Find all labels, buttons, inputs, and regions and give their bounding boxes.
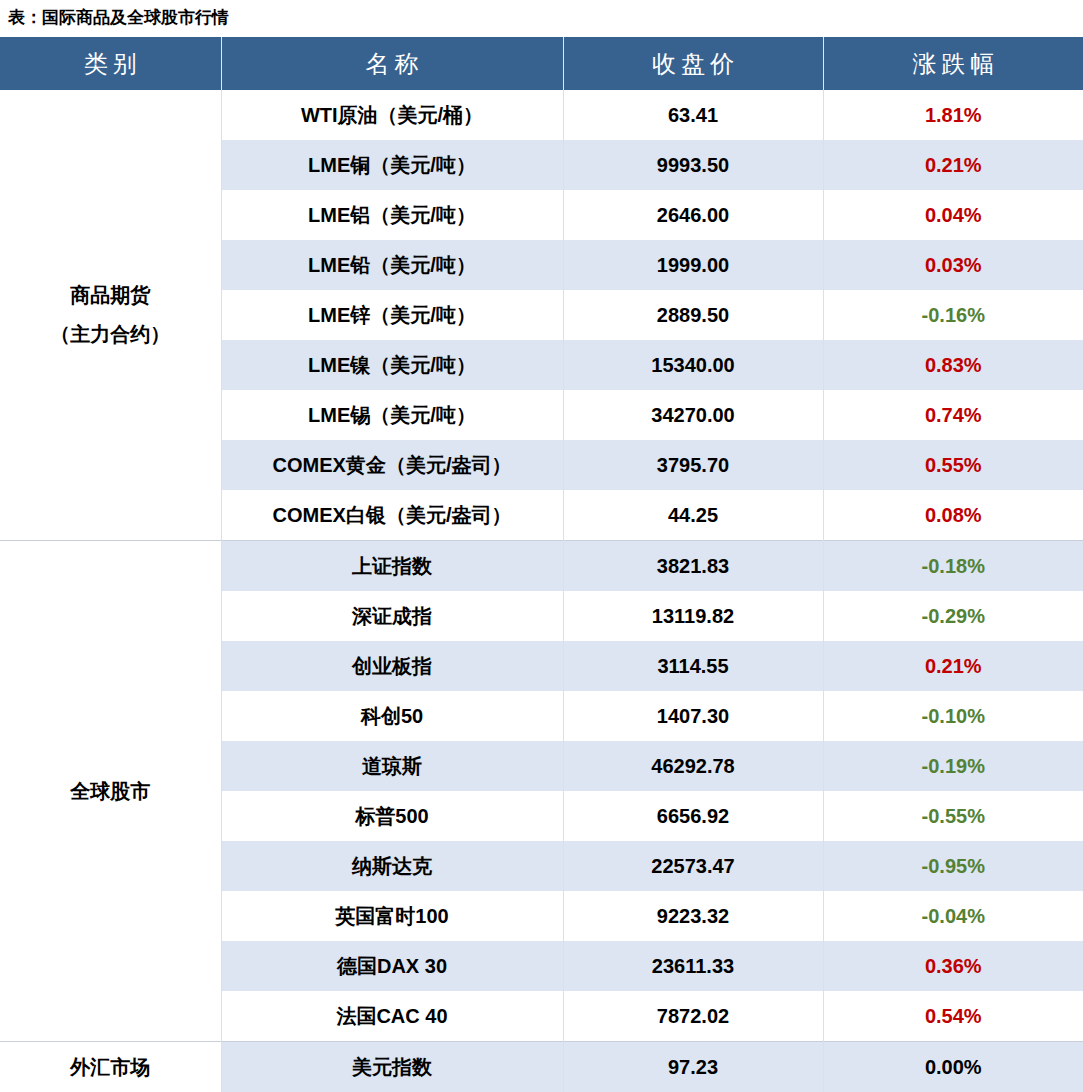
table-row: 商品期货（主力合约）WTI原油（美元/桶）63.411.81% — [0, 90, 1083, 140]
name-cell: LME铝（美元/吨） — [221, 190, 563, 240]
change-cell: -0.10% — [823, 691, 1083, 741]
name-cell: LME铅（美元/吨） — [221, 240, 563, 290]
category-label: 外汇市场 — [1, 1048, 220, 1087]
close-cell: 34270.00 — [563, 390, 823, 440]
close-cell: 3821.83 — [563, 541, 823, 592]
name-cell: 道琼斯 — [221, 741, 563, 791]
change-cell: 0.55% — [823, 440, 1083, 490]
close-cell: 3114.55 — [563, 641, 823, 691]
close-cell: 22573.47 — [563, 841, 823, 891]
name-cell: 科创50 — [221, 691, 563, 741]
name-cell: 德国DAX 30 — [221, 941, 563, 991]
close-cell: 13119.82 — [563, 591, 823, 641]
table-row: 外汇市场美元指数97.230.00% — [0, 1042, 1083, 1092]
close-cell: 9223.32 — [563, 891, 823, 941]
close-cell: 9993.50 — [563, 140, 823, 190]
change-cell: 1.81% — [823, 90, 1083, 140]
close-cell: 6656.92 — [563, 791, 823, 841]
close-cell: 44.25 — [563, 490, 823, 541]
change-cell: 0.08% — [823, 490, 1083, 541]
name-cell: LME镍（美元/吨） — [221, 340, 563, 390]
category-label: 全球股市 — [1, 772, 220, 811]
change-cell: -0.29% — [823, 591, 1083, 641]
change-cell: -0.55% — [823, 791, 1083, 841]
table-body: 商品期货（主力合约）WTI原油（美元/桶）63.411.81%LME铜（美元/吨… — [0, 90, 1083, 1092]
name-cell: LME铜（美元/吨） — [221, 140, 563, 190]
name-cell: COMEX白银（美元/盎司） — [221, 490, 563, 541]
name-cell: 纳斯达克 — [221, 841, 563, 891]
change-cell: -0.95% — [823, 841, 1083, 891]
header-category: 类别 — [0, 37, 221, 90]
header-row: 类别 名称 收盘价 涨跌幅 — [0, 37, 1083, 90]
close-cell: 2889.50 — [563, 290, 823, 340]
change-cell: 0.54% — [823, 991, 1083, 1042]
change-cell: -0.04% — [823, 891, 1083, 941]
close-cell: 63.41 — [563, 90, 823, 140]
name-cell: 上证指数 — [221, 541, 563, 592]
change-cell: 0.74% — [823, 390, 1083, 440]
category-cell: 全球股市 — [0, 541, 221, 1042]
close-cell: 46292.78 — [563, 741, 823, 791]
name-cell: WTI原油（美元/桶） — [221, 90, 563, 140]
category-label: 商品期货 — [1, 276, 220, 315]
close-cell: 7872.02 — [563, 991, 823, 1042]
change-cell: 0.36% — [823, 941, 1083, 991]
close-cell: 1407.30 — [563, 691, 823, 741]
change-cell: 0.21% — [823, 140, 1083, 190]
change-cell: 0.83% — [823, 340, 1083, 390]
close-cell: 97.23 — [563, 1042, 823, 1092]
name-cell: COMEX黄金（美元/盎司） — [221, 440, 563, 490]
table-header: 类别 名称 收盘价 涨跌幅 — [0, 37, 1083, 90]
change-cell: -0.18% — [823, 541, 1083, 592]
change-cell: 0.00% — [823, 1042, 1083, 1092]
change-cell: -0.16% — [823, 290, 1083, 340]
header-change: 涨跌幅 — [823, 37, 1083, 90]
change-cell: 0.04% — [823, 190, 1083, 240]
close-cell: 23611.33 — [563, 941, 823, 991]
category-cell: 外汇市场 — [0, 1042, 221, 1092]
name-cell: 标普500 — [221, 791, 563, 841]
name-cell: 英国富时100 — [221, 891, 563, 941]
category-cell: 商品期货（主力合约） — [0, 90, 221, 541]
change-cell: -0.19% — [823, 741, 1083, 791]
close-cell: 3795.70 — [563, 440, 823, 490]
category-label: （主力合约） — [1, 315, 220, 354]
name-cell: 美元指数 — [221, 1042, 563, 1092]
name-cell: LME锌（美元/吨） — [221, 290, 563, 340]
close-cell: 2646.00 — [563, 190, 823, 240]
close-cell: 1999.00 — [563, 240, 823, 290]
table-row: 全球股市上证指数3821.83-0.18% — [0, 541, 1083, 592]
name-cell: LME锡（美元/吨） — [221, 390, 563, 440]
market-table: 类别 名称 收盘价 涨跌幅 商品期货（主力合约）WTI原油（美元/桶）63.41… — [0, 37, 1083, 1092]
change-cell: 0.03% — [823, 240, 1083, 290]
page-title: 表：国际商品及全球股市行情 — [0, 0, 1083, 37]
change-cell: 0.21% — [823, 641, 1083, 691]
close-cell: 15340.00 — [563, 340, 823, 390]
header-close: 收盘价 — [563, 37, 823, 90]
name-cell: 深证成指 — [221, 591, 563, 641]
name-cell: 创业板指 — [221, 641, 563, 691]
name-cell: 法国CAC 40 — [221, 991, 563, 1042]
header-name: 名称 — [221, 37, 563, 90]
